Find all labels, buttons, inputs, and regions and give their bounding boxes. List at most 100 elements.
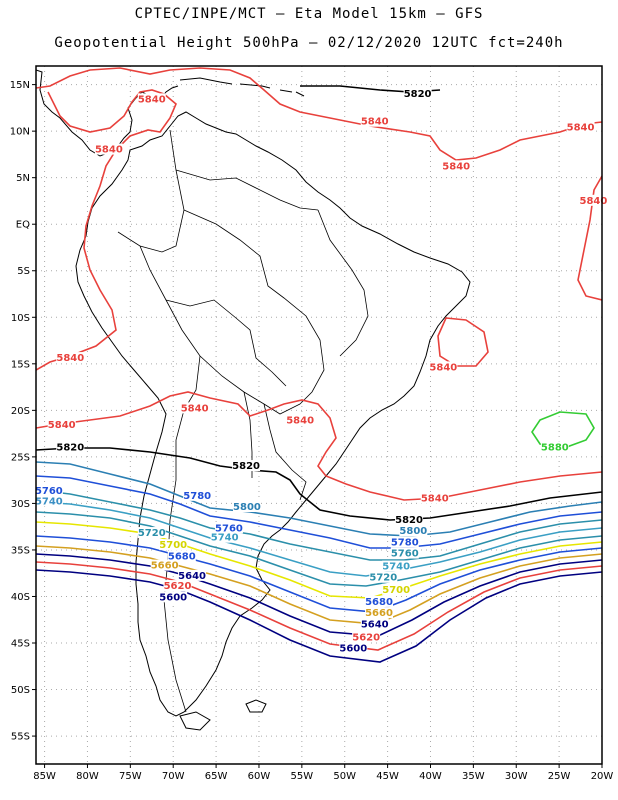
- lon-tick-label: 35W: [462, 771, 485, 782]
- contour-5840-north: [36, 67, 602, 161]
- lat-tick-label: 40S: [11, 592, 30, 603]
- contour-label: 5840: [286, 415, 314, 426]
- contour-5880-loop: [531, 411, 595, 449]
- contour-label-bg: [339, 642, 368, 654]
- contour-5680: [36, 535, 602, 613]
- lat-tick-label: 25S: [11, 452, 30, 463]
- contour-label-bg: [150, 559, 179, 571]
- contour-label-bg: [382, 583, 411, 595]
- contour-label: 5840: [95, 145, 123, 156]
- contour-label: 5600: [339, 643, 367, 654]
- contour-label-bg: [214, 522, 243, 534]
- map-title-line1: CPTEC/INPE/MCT – Eta Model 15km – GFS: [134, 6, 484, 22]
- lon-tick-label: 40W: [419, 771, 442, 782]
- contour-label: 5760: [35, 486, 63, 497]
- contour-label-bg: [352, 631, 381, 643]
- contour-5740: [36, 501, 602, 577]
- contour-5660: [36, 545, 602, 625]
- contour-label-bg: [137, 527, 166, 539]
- lon-tick-label: 70W: [162, 771, 185, 782]
- contour-5840-east-loop: [437, 317, 489, 367]
- contour-5640: [36, 553, 602, 637]
- lat-tick-label: EQ: [16, 220, 30, 231]
- caribbean-islands: [179, 77, 305, 97]
- contour-5620: [36, 561, 602, 651]
- contour-label-bg: [442, 160, 471, 172]
- contour-label-bg: [180, 402, 209, 414]
- contour-label: 5840: [580, 196, 608, 207]
- contour-label: 5640: [361, 619, 389, 630]
- contour-label-bg: [365, 607, 394, 619]
- contour-label-bg: [47, 419, 76, 431]
- south-america-coast: [75, 111, 471, 717]
- lat-tick-label: 15N: [10, 80, 30, 91]
- contour-label: 5620: [352, 632, 380, 643]
- contour-label: 5820: [56, 442, 84, 453]
- contour-label: 5740: [382, 562, 410, 573]
- contour-label-bg: [232, 460, 261, 472]
- contour-label-bg: [159, 539, 188, 551]
- lon-tick-label: 30W: [505, 771, 528, 782]
- lon-tick-label: 45W: [376, 771, 399, 782]
- contour-label: 5720: [138, 528, 166, 539]
- lon-tick-label: 55W: [291, 771, 314, 782]
- contour-label: 5760: [391, 549, 419, 560]
- contour-label-bg: [360, 618, 389, 630]
- contour-label: 5800: [233, 502, 261, 513]
- contour-label-bg: [56, 352, 85, 364]
- contour-label: 5680: [168, 551, 196, 562]
- height-contours: [36, 67, 602, 663]
- contour-5840-west: [36, 89, 177, 371]
- contour-label: 5720: [369, 573, 397, 584]
- contour-label-bg: [369, 571, 398, 583]
- contour-label-bg: [167, 550, 196, 562]
- contour-label: 5820: [404, 89, 432, 100]
- contour-label: 5700: [159, 540, 187, 551]
- contour-5800: [36, 461, 602, 537]
- contour-label: 5640: [178, 571, 206, 582]
- contour-label-bg: [360, 115, 389, 127]
- lat-tick-label: 50S: [11, 685, 30, 696]
- contour-labels: 5840 5820 5840 5840 5840 5840 5840 5840 5840 5840…: [34, 87, 608, 654]
- contour-label-bg: [159, 591, 188, 603]
- lon-tick-label: 50W: [333, 771, 356, 782]
- contour-label: 5740: [211, 533, 239, 544]
- lon-tick-label: 75W: [119, 771, 142, 782]
- lon-tick-label: 25W: [548, 771, 571, 782]
- contour-label: 5840: [56, 353, 84, 364]
- lat-tick-label: 45S: [11, 639, 30, 650]
- contour-label-bg: [286, 414, 315, 426]
- contour-5720: [36, 511, 602, 587]
- lat-tick-label: 55S: [11, 732, 30, 743]
- contour-label-bg: [395, 514, 424, 526]
- contour-label: 5820: [395, 515, 423, 526]
- map-frame: [35, 65, 603, 765]
- contour-label: 5660: [365, 608, 393, 619]
- lat-tick-label: 15S: [11, 359, 30, 370]
- contour-label: 5660: [151, 561, 179, 572]
- contour-5780: [36, 475, 602, 549]
- contour-label-bg: [137, 93, 166, 105]
- contour-label: 5840: [567, 122, 595, 133]
- contour-label: 5840: [429, 362, 457, 373]
- contour-label: 5780: [391, 537, 419, 548]
- lat-tick-label: 5N: [16, 173, 30, 184]
- contour-label: 5800: [399, 526, 427, 537]
- lon-tick-label: 65W: [205, 771, 228, 782]
- contour-label-bg: [382, 560, 411, 572]
- contour-label: 5840: [442, 161, 470, 172]
- falkland-islands: [245, 699, 267, 713]
- contour-label-bg: [399, 525, 428, 537]
- contour-label-bg: [210, 531, 239, 543]
- contour-label-bg: [540, 441, 569, 453]
- map-title-line2: Geopotential Height 500hPa – 02/12/2020 …: [54, 35, 564, 51]
- contour-label-bg: [34, 495, 63, 507]
- contour-label: 5740: [35, 496, 63, 507]
- coastline-and-borders: [36, 69, 471, 731]
- contour-label: 5600: [159, 592, 187, 603]
- contour-label-bg: [163, 580, 192, 592]
- contour-label-bg: [365, 595, 394, 607]
- contour-label-bg: [579, 194, 608, 206]
- contour-label-bg: [178, 569, 207, 581]
- lon-tick-label: 60W: [248, 771, 271, 782]
